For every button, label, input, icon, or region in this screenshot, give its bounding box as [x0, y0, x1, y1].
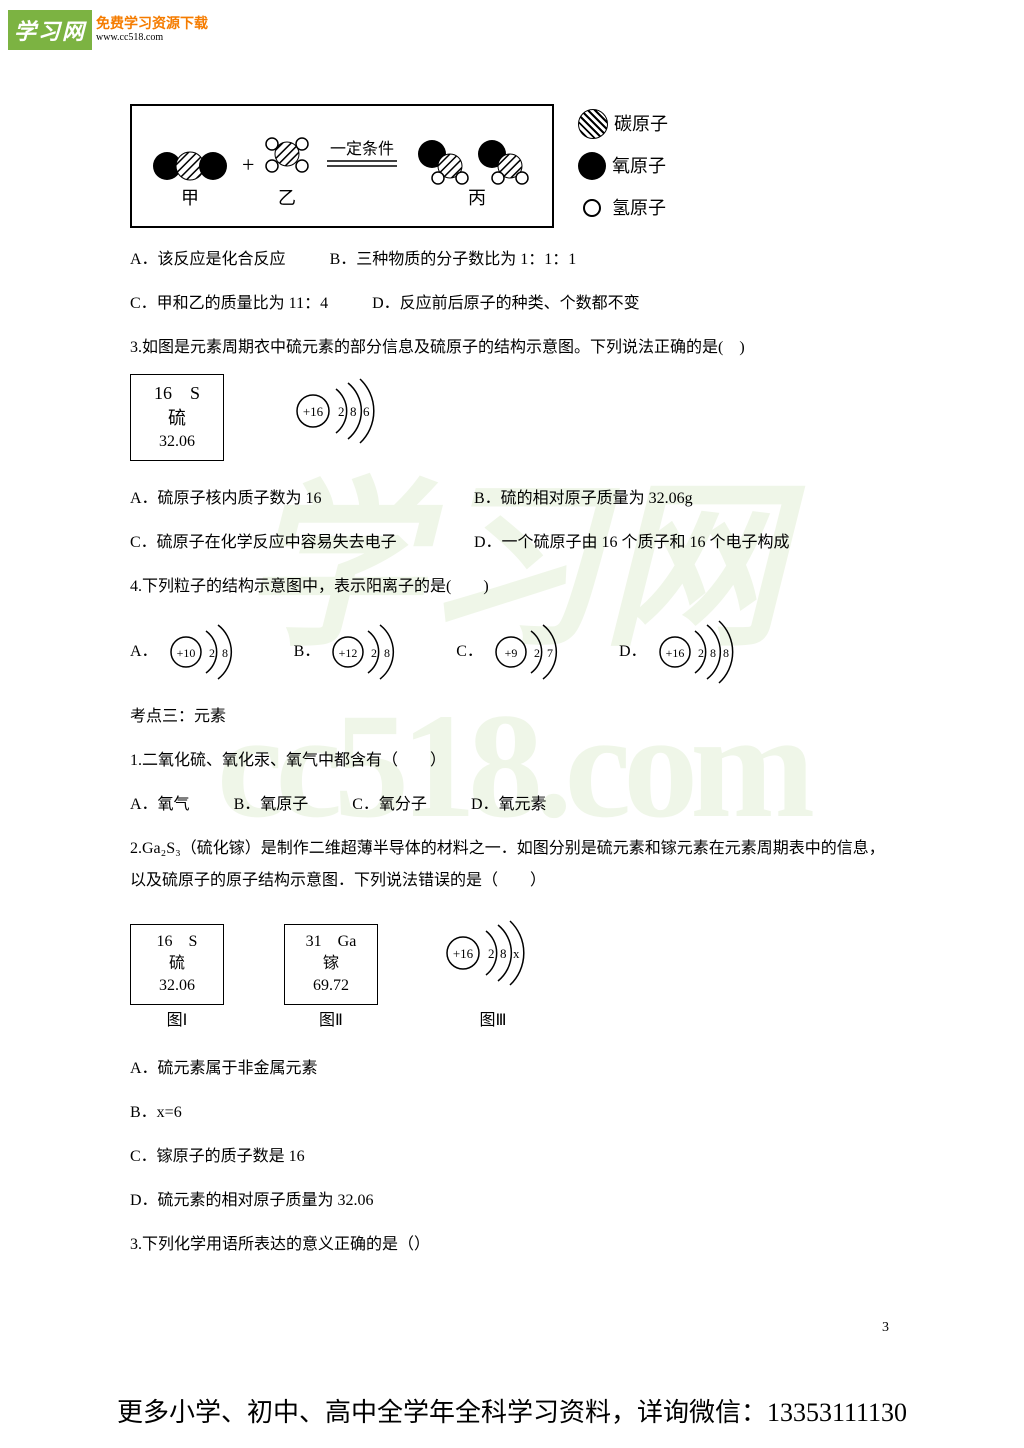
q4-a: A． +1028: [130, 617, 254, 687]
reaction-svg: 甲 + 乙 一定条件: [132, 106, 552, 226]
svg-text:+12: +12: [339, 646, 358, 660]
q3-b: B．硫的相对原子质量为 32.06g: [474, 490, 693, 507]
q4-b: B． +1228: [294, 617, 417, 687]
oxygen-icon: [578, 152, 606, 180]
s3q2-c: C．镓原子的质子数是 16: [130, 1141, 890, 1173]
s3q2-stem: 2.Ga₂S₃（硫化镓）是制作二维超薄半导体的材料之一．如图分别是硫元素和镓元素…: [130, 833, 890, 897]
q-options-ab: A．该反应是化合反应 B．三种物质的分子数比为 1：1：1: [130, 244, 890, 276]
page-footer: 更多小学、初中、高中全学年全科学习资料，详询微信：13353111130: [0, 1392, 1024, 1429]
section3-title: 考点三：元素: [130, 701, 890, 733]
svg-text:乙: 乙: [278, 188, 296, 208]
svg-text:7: 7: [547, 646, 553, 660]
s3q3-stem: 3.下列化学用语所表达的意义正确的是（）: [130, 1229, 890, 1261]
page-number: 3: [882, 1320, 889, 1336]
svg-text:6: 6: [363, 404, 370, 419]
page-content: 甲 + 乙 一定条件: [130, 100, 890, 1261]
fig2: 31 Ga 镓 69.72 图Ⅱ: [284, 924, 378, 1037]
s3q2-d: D．硫元素的相对原子质量为 32.06: [130, 1185, 890, 1217]
svg-text:+: +: [242, 152, 254, 177]
s3q2-b: B．x=6: [130, 1097, 890, 1129]
s3q1-a: A．氧气: [130, 796, 190, 813]
svg-text:甲: 甲: [181, 188, 199, 208]
svg-text:一定条件: 一定条件: [330, 140, 394, 158]
svg-text:8: 8: [384, 646, 390, 660]
opt-c: C．甲和乙的质量比为 11：4: [130, 295, 328, 312]
q3-figure: 16 S 硫 32.06 +16 2 8 6: [130, 364, 890, 471]
opt-d: D．反应前后原子的种类、个数都不变: [372, 295, 640, 312]
svg-text:8: 8: [500, 946, 507, 961]
q4-c: C． +927: [456, 617, 579, 687]
reaction-legend: 碳原子 氧原子 氢原子: [578, 100, 668, 232]
fig3: +16 2 8 x 图Ⅲ: [438, 913, 548, 1037]
svg-text:+16: +16: [665, 646, 684, 660]
logo-text: 学习网: [8, 10, 92, 50]
svg-text:2: 2: [338, 404, 345, 419]
svg-text:2: 2: [371, 646, 377, 660]
q3-a: A．硫原子核内质子数为 16: [130, 483, 430, 515]
svg-text:2: 2: [698, 646, 704, 660]
fig1: 16 S 硫 32.06 图Ⅰ: [130, 924, 224, 1037]
svg-text:丙: 丙: [468, 188, 486, 208]
q3-stem: 3.如图是元素周期衣中硫元素的部分信息及硫原子的结构示意图。下列说法正确的是( …: [130, 332, 890, 364]
svg-text:+16: +16: [303, 404, 324, 419]
s3q1-stem: 1.二氧化硫、氧化汞、氧气中都含有（ ）: [130, 745, 890, 777]
sulfur-atom-diagram: +16 2 8 6: [288, 371, 398, 463]
q3-options-cd: C．硫原子在化学反应中容易失去电子 D．一个硫原子由 16 个质子和 16 个电…: [130, 527, 890, 559]
site-logo: 学习网 免费学习资源下载 www.cc518.com: [8, 10, 208, 50]
s3q2-figures: 16 S 硫 32.06 图Ⅰ 31 Ga 镓 69.72 图Ⅱ +16 2 8: [130, 913, 890, 1037]
svg-text:8: 8: [350, 404, 357, 419]
s3q1-c: C．氧分子: [352, 796, 427, 813]
q3-d: D．一个硫原子由 16 个质子和 16 个电子构成: [474, 534, 790, 551]
reaction-box: 甲 + 乙 一定条件: [130, 104, 554, 228]
svg-text:8: 8: [723, 646, 729, 660]
q4-choices: A． +1028 B． +1228 C． +927 D． +16288: [130, 617, 890, 687]
reaction-figure: 甲 + 乙 一定条件: [130, 100, 890, 232]
carbon-icon: [578, 109, 608, 139]
s3q1-b: B．氧原子: [234, 796, 309, 813]
q3-options-ab: A．硫原子核内质子数为 16 B．硫的相对原子质量为 32.06g: [130, 483, 890, 515]
opt-a: A．该反应是化合反应: [130, 251, 286, 268]
svg-text:+10: +10: [176, 646, 195, 660]
svg-text:2: 2: [534, 646, 540, 660]
svg-text:+16: +16: [453, 946, 474, 961]
q3-c: C．硫原子在化学反应中容易失去电子: [130, 527, 430, 559]
q-options-cd: C．甲和乙的质量比为 11：4 D．反应前后原子的种类、个数都不变: [130, 288, 890, 320]
svg-text:8: 8: [222, 646, 228, 660]
q4-stem: 4.下列粒子的结构示意图中，表示阳离子的是( ): [130, 571, 890, 603]
svg-text:2: 2: [488, 946, 495, 961]
s3q2-a: A．硫元素属于非金属元素: [130, 1053, 890, 1085]
hydrogen-icon: [583, 199, 601, 217]
s3q1-opts: A．氧气 B．氧原子 C．氧分子 D．氧元素: [130, 789, 890, 821]
logo-subtitle: 免费学习资源下载 www.cc518.com: [96, 17, 208, 43]
svg-text:8: 8: [710, 646, 716, 660]
svg-text:x: x: [513, 946, 520, 961]
opt-b: B．三种物质的分子数比为 1：1：1: [330, 251, 577, 268]
q4-d: D． +16288: [619, 617, 753, 687]
sulfur-element-box: 16 S 硫 32.06: [130, 374, 224, 461]
svg-text:+9: +9: [505, 646, 518, 660]
s3q1-d: D．氧元素: [471, 796, 547, 813]
svg-text:2: 2: [209, 646, 215, 660]
